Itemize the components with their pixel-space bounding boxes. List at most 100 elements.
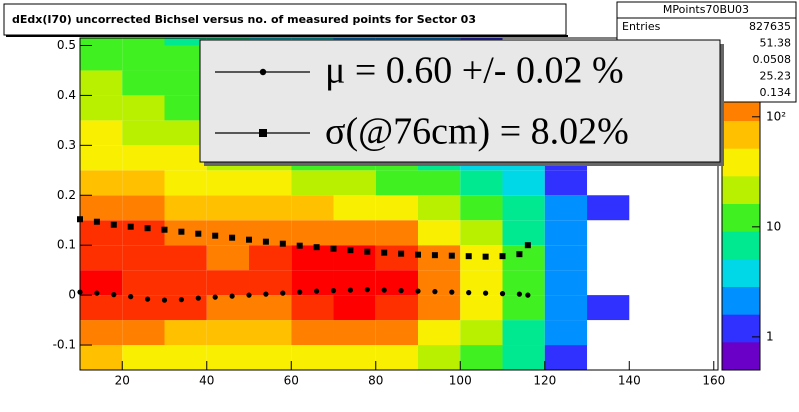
square-marker	[296, 242, 303, 249]
heat-cell	[333, 270, 376, 296]
circle-marker	[449, 289, 455, 295]
heat-cell	[333, 345, 376, 370]
heat-cell	[544, 195, 588, 221]
y-tick-label: -0.1	[53, 338, 76, 352]
square-marker	[93, 218, 100, 225]
square-marker	[431, 252, 438, 259]
heat-cell	[80, 195, 123, 221]
circle-marker	[161, 297, 168, 303]
z-tick-label: 10	[766, 219, 781, 233]
heat-cell	[164, 245, 207, 271]
color-bar-step	[722, 121, 760, 128]
heat-cell	[249, 320, 292, 346]
title-box	[3, 3, 567, 36]
color-bar-step	[722, 104, 760, 111]
heat-cell	[291, 195, 334, 221]
stats-value: 827635	[749, 20, 791, 33]
color-bar-step	[722, 192, 760, 199]
circle-marker	[297, 289, 303, 295]
color-bar-step	[722, 336, 760, 343]
color-bar-step	[722, 242, 760, 249]
heat-cell	[460, 345, 503, 370]
square-marker	[178, 228, 185, 235]
y-tick-label: 0.1	[57, 238, 76, 252]
circle-marker	[314, 288, 320, 294]
color-bar-step	[722, 209, 760, 216]
heat-cell	[122, 345, 165, 370]
color-bar-step	[722, 264, 760, 271]
circle-marker	[330, 288, 337, 294]
color-bar-step	[722, 320, 760, 327]
heat-cell	[206, 195, 250, 221]
legend-box	[199, 39, 721, 163]
color-bar-step	[722, 126, 760, 133]
color-bar-step	[722, 253, 760, 260]
legend-label: σ(@76cm) = 8.02%	[325, 111, 629, 153]
square-marker	[524, 242, 531, 249]
square-marker	[212, 232, 219, 239]
color-bar-step	[722, 292, 760, 299]
heat-cell	[206, 170, 250, 196]
heat-cell	[80, 45, 123, 71]
circle-marker	[111, 292, 117, 298]
heat-cell	[249, 295, 292, 321]
circle-marker	[466, 290, 472, 296]
y-tick-label: 0.5	[57, 38, 76, 52]
color-bar-step	[722, 204, 760, 211]
heat-cell	[206, 345, 250, 370]
heat-cell	[80, 295, 123, 321]
heat-cell	[206, 245, 250, 271]
y-tick-label: 0.4	[57, 88, 76, 102]
frame	[79, 37, 719, 371]
heat-cell	[460, 320, 503, 346]
color-bar-step	[722, 132, 760, 139]
square-marker	[161, 226, 168, 233]
heat-cell	[249, 245, 292, 271]
heat-cell	[502, 320, 545, 346]
square-marker	[415, 251, 422, 258]
heat-cell	[122, 120, 165, 146]
circle-marker	[347, 287, 354, 293]
circle-marker	[246, 292, 252, 298]
color-bar-step	[722, 259, 760, 266]
circle-marker	[280, 290, 286, 296]
heat-cell	[418, 195, 461, 221]
z-tick-label: 1	[766, 329, 774, 343]
square-marker	[347, 247, 354, 254]
color-bar-step	[722, 198, 760, 205]
color-bar-step	[722, 331, 760, 338]
heat-cell	[249, 345, 292, 370]
heat-cell	[502, 270, 545, 296]
heat-cell	[502, 245, 545, 271]
y-tick-label: 0.2	[57, 188, 76, 202]
heat-cell	[80, 70, 123, 96]
color-bar-step	[722, 143, 760, 150]
color-bar-step	[722, 364, 760, 371]
heat-cell	[122, 245, 165, 271]
stats-title: MPoints70BU03	[663, 3, 749, 16]
circle-marker	[263, 291, 269, 297]
heat-cell	[502, 195, 545, 221]
heat-cell	[80, 245, 123, 271]
color-bar-step	[722, 347, 760, 354]
heat-cell	[418, 345, 461, 370]
heat-cell	[249, 170, 292, 196]
heat-cell	[333, 320, 376, 346]
color-bar-step	[722, 137, 760, 144]
circle-marker	[525, 292, 531, 298]
heat-cell	[122, 320, 165, 346]
heat-cell	[80, 270, 123, 296]
heat-cell	[122, 95, 165, 121]
square-marker	[246, 236, 253, 243]
stats-value: 0.0508	[753, 53, 792, 66]
z-tick-label: 10²	[766, 109, 786, 123]
heat-cell	[80, 345, 123, 370]
color-bar-step	[722, 309, 760, 316]
heat-cell	[291, 170, 334, 196]
heat-cell	[164, 345, 207, 370]
heat-cell	[587, 195, 630, 221]
color-bar-step	[722, 270, 760, 277]
profile-series	[77, 216, 531, 260]
color-bar-step	[722, 154, 760, 161]
